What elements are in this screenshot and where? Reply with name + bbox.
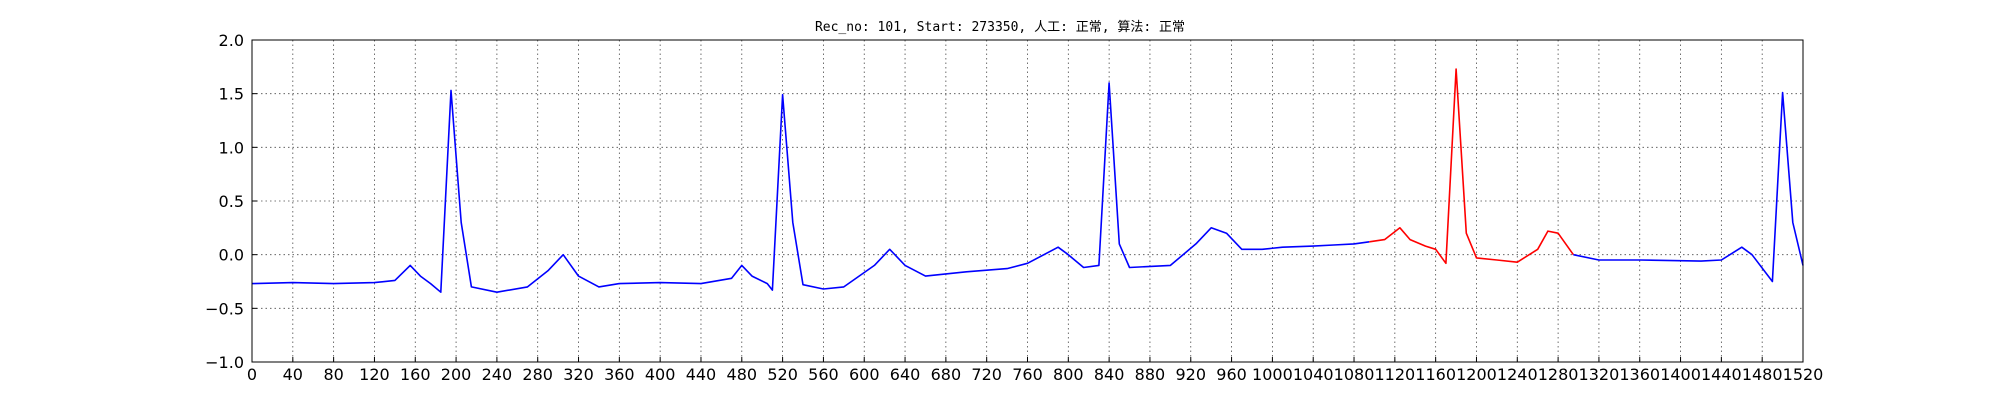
- x-tick-label: 840: [1094, 365, 1125, 384]
- x-tick-label: 960: [1216, 365, 1247, 384]
- x-tick-label: 1400: [1660, 365, 1701, 384]
- x-axis-ticks: 0 40 80 120 160 200 240 280 320 360 400 440 480 520 56…: [247, 357, 1823, 384]
- x-tick-label: 680: [931, 365, 962, 384]
- x-tick-label: 80: [323, 365, 343, 384]
- x-tick-label: 1240: [1497, 365, 1538, 384]
- chart-title: Rec_no: 101, Start: 273350, 人工: 正常, 算法: …: [815, 20, 1185, 35]
- x-tick-label: 1160: [1415, 365, 1456, 384]
- x-tick-label: 1200: [1456, 365, 1497, 384]
- x-tick-label: 1040: [1293, 365, 1334, 384]
- y-tick-label: 0.0: [219, 246, 244, 265]
- x-tick-label: 560: [808, 365, 839, 384]
- x-tick-label: 0: [247, 365, 257, 384]
- x-tick-label: 1080: [1334, 365, 1375, 384]
- x-tick-label: 440: [686, 365, 717, 384]
- x-tick-label: 1480: [1742, 365, 1783, 384]
- y-tick-label: −0.5: [205, 299, 244, 318]
- grid: [252, 40, 1803, 362]
- x-tick-label: 320: [563, 365, 594, 384]
- x-tick-label: 800: [1053, 365, 1084, 384]
- series-layer: [251, 68, 1804, 293]
- x-tick-label: 1000: [1252, 365, 1293, 384]
- x-tick-label: 360: [604, 365, 635, 384]
- x-tick-label: 1520: [1783, 365, 1824, 384]
- ecg-series-line: [251, 82, 1370, 293]
- x-tick-label: 40: [283, 365, 303, 384]
- x-tick-label: 200: [441, 365, 472, 384]
- y-tick-label: 0.5: [219, 192, 244, 211]
- x-tick-label: 480: [727, 365, 758, 384]
- x-tick-label: 1280: [1538, 365, 1579, 384]
- x-tick-label: 1320: [1579, 365, 1620, 384]
- x-tick-label: 400: [645, 365, 676, 384]
- x-tick-label: 640: [890, 365, 921, 384]
- y-tick-label: 1.0: [219, 138, 244, 157]
- x-tick-label: 240: [482, 365, 513, 384]
- x-tick-label: 120: [359, 365, 390, 384]
- x-tick-label: 160: [400, 365, 431, 384]
- x-tick-label: 720: [971, 365, 1002, 384]
- x-tick-label: 1120: [1374, 365, 1415, 384]
- x-tick-label: 280: [522, 365, 553, 384]
- x-tick-label: 520: [767, 365, 798, 384]
- ecg-series-line: [1369, 68, 1575, 265]
- x-tick-label: 1360: [1619, 365, 1660, 384]
- y-tick-label: 1.5: [219, 85, 244, 104]
- x-tick-label: 880: [1135, 365, 1166, 384]
- y-tick-label: 2.0: [219, 31, 244, 50]
- ecg-series-line: [1573, 91, 1804, 283]
- x-tick-label: 600: [849, 365, 880, 384]
- x-tick-label: 1440: [1701, 365, 1742, 384]
- x-tick-label: 920: [1175, 365, 1206, 384]
- y-axis-ticks: −1.0 −0.5 0.0 0.5 1.0 1.5 2.0: [205, 31, 257, 372]
- y-tick-label: −1.0: [205, 353, 244, 372]
- x-tick-label: 760: [1012, 365, 1043, 384]
